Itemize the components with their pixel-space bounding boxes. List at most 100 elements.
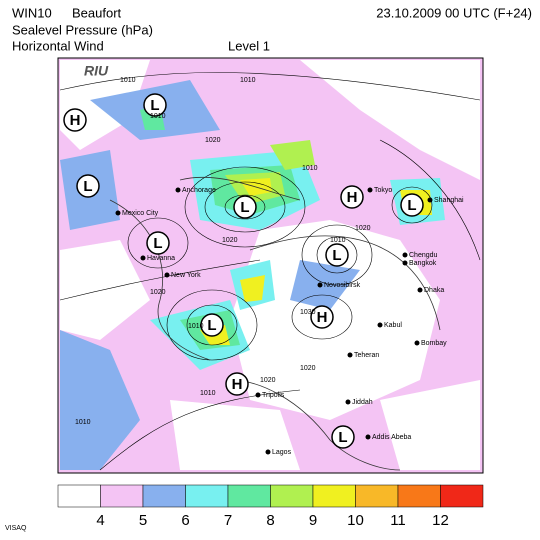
isobar-label: 1010 xyxy=(75,419,91,426)
map-frame xyxy=(57,57,484,474)
footer: VISAQ xyxy=(5,525,27,532)
legend-swatch xyxy=(397,484,441,508)
pressure-system-label: H xyxy=(347,189,358,206)
isobar-label: 1020 xyxy=(150,289,166,296)
pressure-system-marker xyxy=(225,372,249,396)
city-dot xyxy=(402,260,408,266)
legend-label: 8 xyxy=(266,512,274,529)
city-label: Jiddah xyxy=(352,399,373,406)
pressure-system-marker xyxy=(325,243,349,267)
pressure-system-label: H xyxy=(232,376,243,393)
city-label: Shanghai xyxy=(434,197,464,204)
city-dot xyxy=(317,282,323,288)
field-label: Sealevel Pressure (hPa) xyxy=(12,22,153,37)
legend-label: 6 xyxy=(181,512,189,529)
pressure-system-marker xyxy=(233,195,257,219)
city-label: Tokyo xyxy=(374,187,392,194)
pressure-system-marker xyxy=(146,231,170,255)
valid-time: 23.10.2009 00 UTC (F+24) xyxy=(376,5,532,20)
pressure-system-label: H xyxy=(70,112,81,129)
pressure-system-label: L xyxy=(83,178,92,195)
pressure-system-marker xyxy=(63,108,87,132)
city-dot xyxy=(414,340,420,346)
isobar-label: 1020 xyxy=(260,377,276,384)
legend-swatch xyxy=(142,484,186,508)
field2-label: Horizontal Wind xyxy=(12,38,104,53)
city-dot xyxy=(175,187,181,193)
legend-label: 11 xyxy=(390,512,406,529)
city-label: Addis Abeba xyxy=(372,434,411,441)
city-label: Tripolis xyxy=(262,392,285,399)
coastlines xyxy=(109,176,441,471)
isobar-label: 1010 xyxy=(120,77,136,84)
city-label: Kabul xyxy=(384,322,402,329)
city-label: Mexico City xyxy=(122,210,159,217)
level-label: Level 1 xyxy=(228,38,270,53)
logo: RIU xyxy=(84,63,109,79)
city-dot xyxy=(345,399,351,405)
pressure-system-label: H xyxy=(317,309,328,326)
city-dot xyxy=(365,434,371,440)
legend-label: 10 xyxy=(347,512,364,529)
pressure-system-label: L xyxy=(338,429,347,446)
city-dot xyxy=(347,352,353,358)
city-dot xyxy=(255,392,261,398)
city-label: Dhaka xyxy=(424,287,444,294)
city-label: Havanna xyxy=(147,255,175,262)
city-dot xyxy=(367,187,373,193)
legend-swatch xyxy=(270,484,314,508)
isobars xyxy=(59,72,481,471)
legend-label: 12 xyxy=(432,512,449,529)
city-label: Anchorage xyxy=(182,187,216,194)
city-dot xyxy=(427,197,433,203)
isobar-label: 1010 xyxy=(150,113,166,120)
city-label: Chengdu xyxy=(409,252,438,259)
legend-swatch xyxy=(185,484,229,508)
city-label: Teheran xyxy=(354,352,379,359)
city-label: Lagos xyxy=(272,449,292,456)
city-dot xyxy=(115,210,121,216)
legend-swatch xyxy=(227,484,271,508)
isobar-label: 1010 xyxy=(200,390,216,397)
isobar-label: 1020 xyxy=(222,237,238,244)
pressure-system-label: L xyxy=(153,235,162,252)
legend-label: 4 xyxy=(96,512,104,529)
isobar-label: 1020 xyxy=(300,365,316,372)
pressure-system-label: L xyxy=(207,317,216,334)
model-label: WIN10 xyxy=(12,5,52,20)
city-label: Bangkok xyxy=(409,260,437,267)
legend-swatch xyxy=(312,484,356,508)
city-dot xyxy=(377,322,383,328)
pressure-system-label: L xyxy=(332,247,341,264)
legend-label: 7 xyxy=(224,512,232,529)
city-dot xyxy=(164,272,170,278)
pressure-system-marker xyxy=(400,193,424,217)
isobar-label: 1020 xyxy=(355,225,371,232)
legend-swatch xyxy=(100,484,144,508)
legend-label: 9 xyxy=(309,512,317,529)
city-label: Bombay xyxy=(421,340,447,347)
legend-swatch xyxy=(440,484,484,508)
city-dot xyxy=(265,449,271,455)
pressure-system-marker xyxy=(331,425,355,449)
pressure-system-marker xyxy=(143,93,167,117)
pressure-system-marker xyxy=(340,185,364,209)
isobar-label: 1010 xyxy=(302,165,318,172)
region-label: Beaufort xyxy=(72,5,122,20)
isobar-label: 1020 xyxy=(205,137,221,144)
isobar-label: 1010 xyxy=(330,237,346,244)
city-dot xyxy=(402,252,408,258)
pressure-system-label: L xyxy=(240,199,249,216)
city-label: Novosibirsk xyxy=(324,282,361,289)
pressure-system-marker xyxy=(76,174,100,198)
pressure-system-label: L xyxy=(407,197,416,214)
city-label: New York xyxy=(171,272,201,279)
legend-label: 5 xyxy=(139,512,147,529)
pressure-system-label: L xyxy=(150,97,159,114)
isobar-label: 1010 xyxy=(188,323,204,330)
pressure-system-marker xyxy=(310,305,334,329)
legend-swatch xyxy=(355,484,399,508)
legend-swatch xyxy=(57,484,101,508)
city-dot xyxy=(140,255,146,261)
city-dot xyxy=(417,287,423,293)
